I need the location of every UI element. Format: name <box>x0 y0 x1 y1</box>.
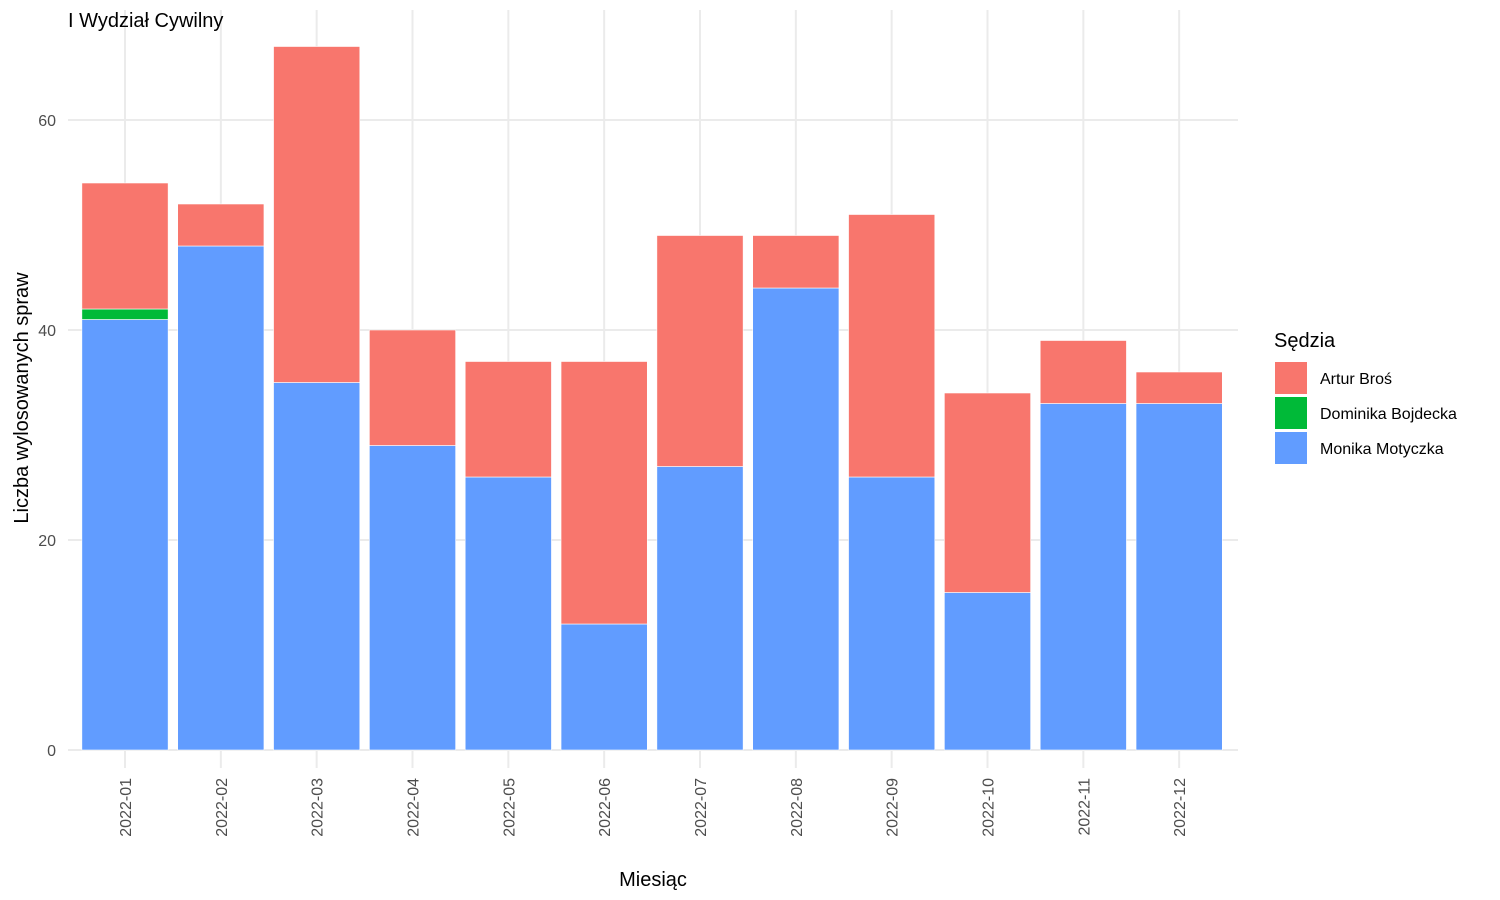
y-tick-label: 60 <box>38 113 56 130</box>
bar-segment <box>81 308 169 320</box>
bar-segment <box>1039 403 1127 751</box>
x-axis-ticks: 2022-01 2022-02 2022-03 2022-04 2022-05 2022-… <box>118 778 1189 837</box>
legend-swatch <box>1275 397 1307 429</box>
bar-segment <box>81 319 169 751</box>
bar-segment <box>1039 340 1127 404</box>
bar-segment <box>369 445 456 751</box>
x-tick-label: 2022-07 <box>693 778 710 837</box>
x-tick-label: 2022-12 <box>1172 778 1189 837</box>
x-tick-label: 2022-02 <box>214 778 231 837</box>
y-tick-label: 40 <box>38 323 56 340</box>
bar-segment <box>944 392 1031 593</box>
bar-segment <box>752 235 840 289</box>
bar-segment <box>656 235 744 467</box>
bar-segment <box>752 287 840 751</box>
bar-segment <box>848 214 936 478</box>
bar-segment <box>273 46 361 383</box>
legend-swatch <box>1275 432 1307 464</box>
bar-segment <box>273 382 361 751</box>
legend-label: Dominika Bojdecka <box>1320 406 1457 423</box>
bar-segment <box>944 592 1031 751</box>
legend-label: Artur Broś <box>1320 371 1392 388</box>
x-tick-label: 2022-06 <box>597 778 614 837</box>
bar-segment <box>177 245 265 751</box>
bar-segment <box>1135 371 1223 404</box>
x-tick-label: 2022-09 <box>885 778 902 837</box>
legend: Sędzia Artur Broś Dominika Bojdecka Monika… <box>1274 330 1457 464</box>
x-tick-label: 2022-10 <box>981 778 998 837</box>
bar-segment <box>848 476 936 751</box>
bar-segment <box>1135 403 1223 751</box>
x-tick-label: 2022-05 <box>501 778 518 837</box>
x-tick-label: 2022-08 <box>789 778 806 837</box>
bar-segment <box>656 466 744 751</box>
y-axis-ticks: 0 20 40 60 <box>38 113 56 760</box>
x-axis-label: Miesiąc <box>619 869 687 891</box>
x-tick-label: 2022-04 <box>406 778 423 837</box>
bar-segment <box>177 203 265 247</box>
legend-label: Monika Motyczka <box>1320 441 1444 458</box>
chart-title: I Wydział Cywilny <box>68 10 223 32</box>
y-tick-label: 20 <box>38 533 56 550</box>
bar-segment <box>369 329 456 446</box>
bar-segment <box>560 361 648 625</box>
x-tick-label: 2022-01 <box>118 778 135 837</box>
bar-segment <box>464 361 552 478</box>
y-axis-label: Liczba wylosowanych spraw <box>11 272 33 524</box>
legend-swatch <box>1275 362 1307 394</box>
legend-title: Sędzia <box>1274 330 1336 352</box>
bar-segment <box>81 182 169 310</box>
bar-segment <box>560 623 648 751</box>
x-tick-label: 2022-11 <box>1076 778 1093 836</box>
y-tick-label: 0 <box>47 743 56 760</box>
x-tick-label: 2022-03 <box>310 778 327 837</box>
bars <box>81 46 1223 751</box>
bar-segment <box>464 476 552 751</box>
